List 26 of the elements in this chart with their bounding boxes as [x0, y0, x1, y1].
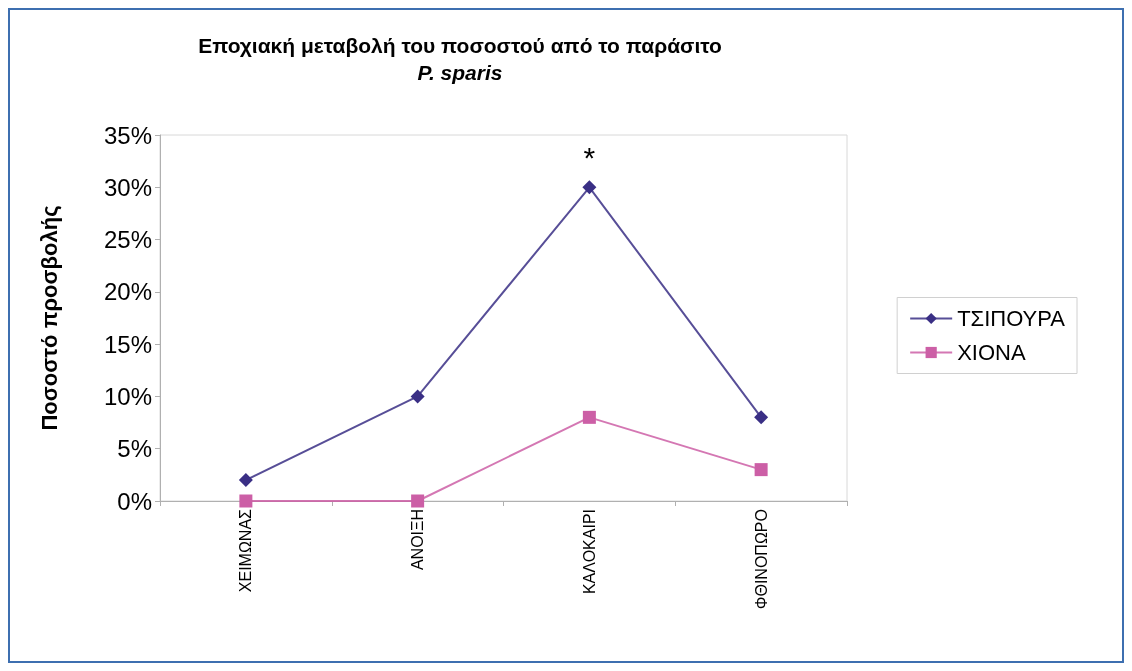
- x-tick-label: ΧΕΙΜΩΝΑΣ: [237, 508, 255, 593]
- y-tick-label: 15%: [103, 330, 152, 358]
- x-tick-label: ΦΘΙΝΟΠΩΡΟ: [752, 509, 770, 610]
- annotation: *: [583, 140, 596, 174]
- point: [238, 473, 253, 488]
- y-tick-label: 10%: [103, 382, 152, 410]
- y-tick-label: 20%: [103, 278, 152, 306]
- point: [411, 494, 425, 508]
- y-axis-title: Ποσοστό προσβολής: [36, 205, 62, 431]
- point: [754, 410, 769, 425]
- point: [582, 410, 596, 424]
- y-tick-label: 25%: [103, 226, 152, 254]
- legend-label: ΧΙΟΝΑ: [957, 340, 1026, 365]
- y-tick-label: 5%: [117, 435, 152, 463]
- point: [410, 389, 425, 404]
- point: [239, 494, 253, 508]
- legend-label: ΤΣΙΠΟΥΡΑ: [957, 306, 1066, 331]
- y-tick-label: 30%: [103, 173, 152, 201]
- x-tick-label: ΑΝΟΙΞΗ: [409, 509, 427, 571]
- chart-title: Εποχιακή μεταβολή του ποσοστού από το παράσιτο: [198, 34, 722, 57]
- point: [582, 180, 597, 195]
- chart-subtitle: P. sparis: [417, 61, 503, 84]
- y-tick-label: 0%: [117, 487, 152, 515]
- x-tick-label: ΚΑΛΟΚΑΙΡΙ: [580, 509, 598, 595]
- y-tick-label: 35%: [103, 121, 152, 149]
- point: [754, 463, 768, 477]
